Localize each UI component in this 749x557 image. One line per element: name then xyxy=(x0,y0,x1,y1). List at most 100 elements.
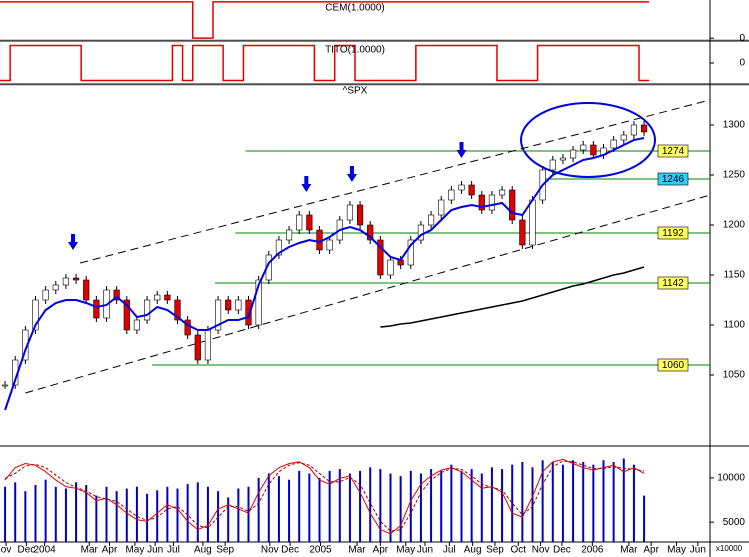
volume-bar xyxy=(146,493,149,542)
y-tick-label: 1050 xyxy=(723,370,746,381)
x-tick-label: ov xyxy=(1,545,12,556)
candle-body xyxy=(123,299,130,331)
volume-bar xyxy=(257,477,260,542)
x-tick-label: Mar xyxy=(81,545,99,556)
candle-body xyxy=(225,299,232,311)
candle-body xyxy=(204,329,212,361)
candle-body xyxy=(356,204,364,226)
volume-bar xyxy=(511,464,514,542)
candle-body xyxy=(306,214,313,231)
volume-bar xyxy=(409,470,412,542)
volume-bar xyxy=(318,477,321,542)
volume-bar xyxy=(34,485,37,542)
y-tick-label: 1300 xyxy=(723,120,746,131)
volume-bar xyxy=(75,482,78,542)
volume-bar xyxy=(379,469,382,542)
x-tick-label: Jul xyxy=(443,545,456,556)
volume-bar xyxy=(267,473,270,542)
volume-bar xyxy=(592,464,595,542)
candle-body xyxy=(407,239,414,266)
level-label-box xyxy=(657,226,689,240)
candle-body xyxy=(458,184,465,191)
volume-bar xyxy=(186,484,189,542)
candle-body xyxy=(448,189,455,201)
volume-bar xyxy=(359,470,362,542)
candle-body xyxy=(113,289,120,301)
x-tick-label: 2005 xyxy=(309,545,332,556)
volume-bar xyxy=(247,486,250,542)
volume-bar xyxy=(490,467,493,542)
oscillator-line xyxy=(4,460,645,532)
volume-bar xyxy=(430,469,433,542)
candle-body xyxy=(143,299,151,321)
candle-body xyxy=(174,299,181,321)
candle-body xyxy=(326,239,333,251)
volume-bar xyxy=(217,491,220,542)
x-tick-label: Sep xyxy=(216,545,234,556)
volume-bar xyxy=(308,473,311,542)
volume-bar xyxy=(44,479,47,542)
candle-body xyxy=(1,384,9,387)
y-tick-label: 1250 xyxy=(723,170,746,181)
y-tick-label: 1100 xyxy=(723,320,745,331)
level-label: 1142 xyxy=(662,278,684,289)
volume-bar xyxy=(206,486,209,542)
volume-bar xyxy=(125,488,128,542)
candle-body xyxy=(559,157,567,161)
x-tick-label: Jun xyxy=(417,545,433,556)
y-tick-label: 5000 xyxy=(723,517,746,528)
volume-bar xyxy=(95,495,98,542)
y-tick-label: 1200 xyxy=(723,220,746,231)
x-tick-label: Aug xyxy=(194,545,212,556)
volume-bar xyxy=(572,460,575,542)
x-tick-label: Nov xyxy=(532,545,550,556)
candle-body xyxy=(62,277,70,286)
candle-body xyxy=(438,199,445,216)
volume-bar xyxy=(277,476,280,542)
arrow-marker xyxy=(456,142,467,158)
candle-body xyxy=(549,159,556,171)
volume-bar xyxy=(14,482,17,542)
panel-title: CEM(1.0000) xyxy=(325,3,384,14)
volume-bar xyxy=(227,497,230,542)
volume-bar xyxy=(338,469,341,542)
volume-bar xyxy=(602,460,605,542)
volume-bar xyxy=(348,473,351,542)
candle-body xyxy=(255,279,262,326)
x-tick-label: May xyxy=(396,545,415,556)
candle-body xyxy=(387,259,394,276)
candle-body xyxy=(640,124,648,133)
candle-body xyxy=(72,277,80,281)
volume-bar xyxy=(561,464,564,542)
candle-body xyxy=(346,204,354,221)
volume-bar xyxy=(369,467,372,542)
x-tick-label: Dec xyxy=(17,545,35,556)
volume-bar xyxy=(156,490,159,542)
candle-body xyxy=(245,299,252,326)
candle-body xyxy=(498,189,506,196)
volume-bar xyxy=(85,485,88,542)
arrow-marker xyxy=(68,234,79,250)
y-tick-label: 10000 xyxy=(717,473,745,484)
level-label-box xyxy=(657,276,689,290)
x-tick-label: Dec xyxy=(553,545,571,556)
volume-bar xyxy=(389,473,392,542)
x-tick-label: Mar xyxy=(348,545,366,556)
candle-body xyxy=(194,334,201,361)
level-label: 1274 xyxy=(662,146,685,157)
volume-bar xyxy=(531,467,534,542)
volume-bar xyxy=(288,479,291,542)
volume-bar xyxy=(643,495,646,542)
candle-body xyxy=(275,239,283,256)
volume-bar xyxy=(460,470,463,542)
x-tick-label: Aug xyxy=(464,545,482,556)
y-tick-label: 0 xyxy=(739,33,745,44)
x-tick-label: Mar xyxy=(620,545,638,556)
volume-bar xyxy=(54,486,57,542)
candle-body xyxy=(488,194,496,211)
volume-bar xyxy=(582,462,585,542)
candle-body xyxy=(580,144,587,151)
volume-bar xyxy=(470,469,473,542)
x-tick-label: 2004 xyxy=(34,545,57,556)
volume-bar xyxy=(541,460,544,542)
